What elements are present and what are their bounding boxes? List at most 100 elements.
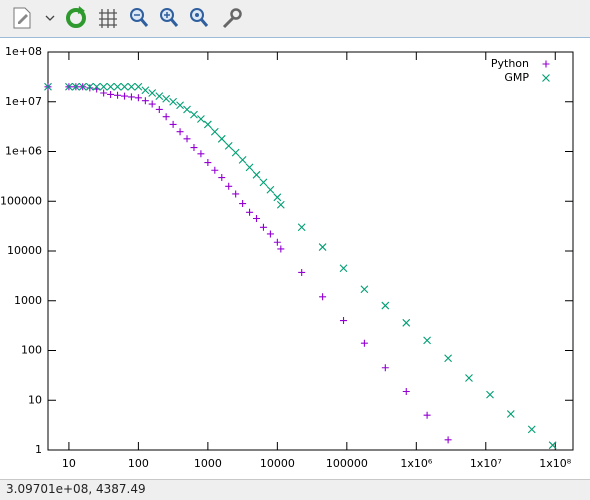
point bbox=[259, 223, 267, 231]
x-tick-label: 100 bbox=[128, 457, 149, 470]
point bbox=[297, 223, 306, 232]
point bbox=[402, 318, 411, 327]
point bbox=[277, 245, 285, 253]
point bbox=[340, 317, 348, 325]
point bbox=[266, 185, 275, 194]
y-tick-label: 1e+06 bbox=[5, 145, 42, 158]
point bbox=[527, 425, 536, 434]
settings-button[interactable] bbox=[222, 8, 242, 29]
point bbox=[224, 141, 233, 150]
toolbar bbox=[0, 0, 590, 36]
status-bar: 3.09701e+08, 4387.49 bbox=[6, 482, 146, 496]
point bbox=[273, 193, 282, 202]
point bbox=[176, 128, 184, 136]
point bbox=[169, 97, 177, 106]
point bbox=[197, 115, 205, 123]
point bbox=[190, 110, 198, 119]
x-tick-label: 100000 bbox=[326, 457, 368, 470]
point bbox=[266, 230, 274, 238]
point bbox=[246, 208, 254, 216]
point bbox=[114, 91, 122, 99]
point bbox=[319, 293, 327, 301]
point bbox=[402, 387, 410, 395]
point bbox=[99, 82, 108, 91]
point bbox=[245, 163, 254, 172]
point bbox=[444, 354, 453, 363]
point bbox=[204, 159, 212, 167]
y-tick-label: 1 bbox=[35, 443, 42, 456]
point bbox=[148, 89, 157, 97]
point bbox=[148, 100, 156, 108]
point bbox=[381, 364, 389, 372]
point bbox=[134, 94, 142, 102]
point bbox=[225, 182, 233, 190]
point bbox=[106, 82, 115, 91]
point bbox=[121, 92, 128, 100]
point bbox=[339, 264, 348, 273]
legend-label: Python bbox=[491, 57, 529, 70]
point bbox=[86, 84, 94, 92]
legend-marker bbox=[542, 60, 550, 68]
point bbox=[423, 411, 431, 419]
export-button[interactable] bbox=[13, 7, 55, 29]
point bbox=[78, 82, 87, 91]
x-tick-label: 1000 bbox=[194, 457, 222, 470]
point bbox=[134, 82, 143, 91]
replot-button[interactable] bbox=[66, 6, 86, 28]
point bbox=[197, 150, 205, 158]
point bbox=[318, 243, 327, 251]
point bbox=[141, 86, 150, 95]
point bbox=[253, 215, 261, 223]
point bbox=[162, 94, 171, 103]
zoom-fit-button[interactable] bbox=[190, 8, 209, 27]
point bbox=[155, 92, 164, 100]
point bbox=[71, 82, 80, 91]
y-tick-label: 10 bbox=[28, 393, 42, 406]
point bbox=[141, 97, 149, 105]
legend-marker bbox=[542, 74, 550, 82]
plot-border bbox=[47, 51, 574, 451]
y-tick-label: 100000 bbox=[0, 194, 42, 207]
point bbox=[298, 268, 306, 276]
point bbox=[190, 144, 198, 152]
point bbox=[65, 82, 73, 91]
zoom-in-button[interactable] bbox=[160, 8, 179, 27]
point bbox=[423, 336, 431, 345]
point bbox=[465, 374, 473, 382]
point bbox=[548, 441, 557, 450]
x-tick-label: 10 bbox=[62, 457, 76, 470]
point bbox=[259, 178, 268, 187]
point bbox=[183, 105, 191, 114]
point bbox=[217, 134, 226, 143]
x-tick-label: 1x10⁶ bbox=[400, 457, 433, 470]
y-tick-label: 1e+08 bbox=[5, 45, 42, 58]
point bbox=[120, 82, 129, 91]
point bbox=[44, 82, 52, 91]
point bbox=[238, 155, 247, 164]
grid-button[interactable] bbox=[99, 9, 117, 28]
point bbox=[239, 200, 247, 208]
point bbox=[210, 127, 219, 136]
point bbox=[211, 166, 219, 174]
point bbox=[107, 90, 115, 98]
x-tick-label: 10000 bbox=[260, 457, 295, 470]
y-tick-label: 1000 bbox=[14, 294, 42, 307]
point bbox=[506, 410, 515, 418]
point bbox=[127, 82, 136, 91]
point bbox=[127, 93, 135, 101]
point bbox=[218, 174, 226, 182]
point bbox=[360, 339, 368, 347]
point bbox=[231, 148, 240, 157]
y-tick-label: 1e+07 bbox=[5, 95, 42, 108]
point bbox=[162, 113, 170, 121]
x-tick-label: 1x10⁸ bbox=[539, 457, 572, 470]
y-tick-label: 100 bbox=[21, 344, 42, 357]
plot-area: 1 10 100 1000 10000 100000 1e+06 1e+07 1e+08 10 10… bbox=[0, 37, 590, 480]
legend-label: GMP bbox=[504, 71, 529, 84]
x-tick-label: 1x10⁷ bbox=[470, 457, 502, 470]
zoom-out-button[interactable] bbox=[130, 8, 149, 27]
point bbox=[92, 82, 101, 91]
point bbox=[113, 82, 122, 91]
point bbox=[486, 390, 494, 399]
point bbox=[203, 120, 212, 129]
